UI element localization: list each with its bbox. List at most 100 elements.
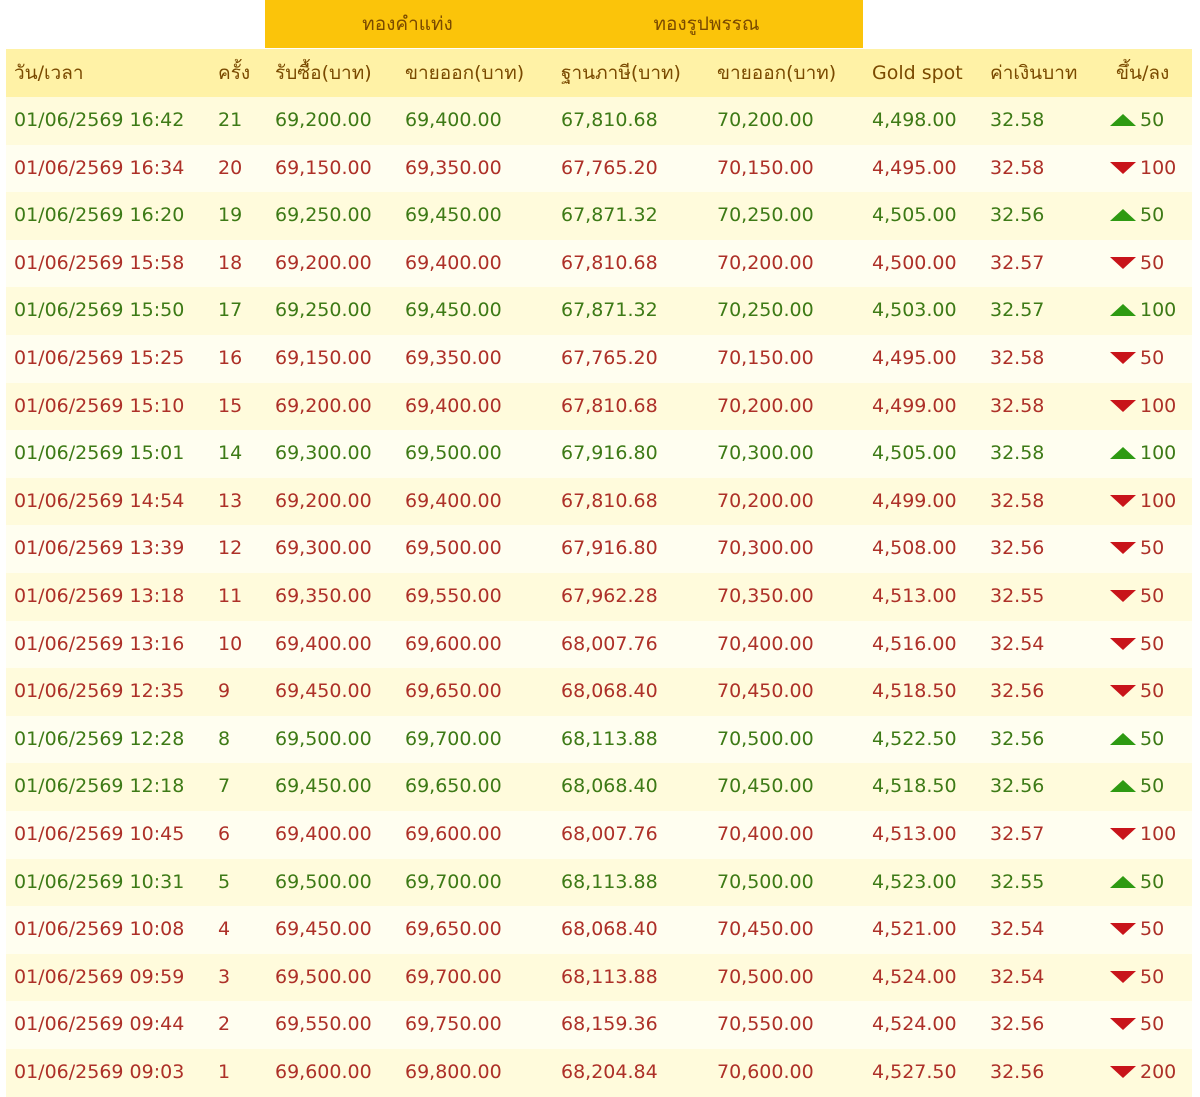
- table-cell: 69,350.00: [405, 347, 502, 369]
- table-cell: 100: [1140, 442, 1177, 465]
- triangle: [1110, 1018, 1136, 1031]
- triangle: [1110, 447, 1136, 460]
- column-header: ขายออก(บาท): [405, 62, 525, 84]
- table-cell: 4,495.00: [872, 347, 957, 369]
- table-cell: 69,350.00: [275, 585, 372, 607]
- table-cell: 10: [218, 632, 243, 655]
- table-cell: 32.58: [990, 156, 1045, 179]
- table-cell: 32.54: [990, 918, 1045, 941]
- table-cell: 69,650.00: [405, 680, 502, 703]
- table-cell: 01/06/2569 09:03: [14, 1061, 185, 1083]
- table-cell: 4,500.00: [872, 251, 957, 274]
- table-cell: 4,524.00: [872, 1013, 957, 1036]
- group-header: ทองรูปพรรณ: [550, 0, 863, 48]
- table-cell: 50: [1140, 537, 1165, 560]
- table-cell: 01/06/2569 09:59: [14, 965, 185, 988]
- table-cell: 01/06/2569 12:18: [14, 775, 185, 798]
- table-cell: 67,810.68: [561, 394, 658, 417]
- table-cell: 32.57: [990, 823, 1045, 845]
- table-cell: 01/06/2569 15:50: [14, 299, 185, 322]
- table-cell: 69,450.00: [275, 775, 372, 798]
- table-cell: 2: [218, 1013, 231, 1036]
- table-cell: 100: [1140, 394, 1177, 417]
- table-cell: 69,250.00: [275, 299, 372, 322]
- arrow-up: [1110, 780, 1136, 793]
- table-cell: 67,765.20: [561, 156, 658, 179]
- table-cell: 50: [1140, 1013, 1165, 1036]
- table-cell: 100: [1140, 489, 1177, 512]
- table-cell: 50: [1140, 775, 1165, 798]
- table-cell: 32.54: [990, 632, 1045, 655]
- table-cell: 70,500.00: [717, 727, 814, 750]
- table-cell: 67,765.20: [561, 347, 658, 369]
- table-cell: 4,524.00: [872, 965, 957, 988]
- table-row: 01/06/2569 15:50 17 69,250.00 69,450.00 67,8…: [6, 287, 1192, 335]
- table-cell: 4,508.00: [872, 537, 957, 560]
- column-header: ค่าเงินบาท: [990, 62, 1078, 84]
- table-cell: 01/06/2569 15:10: [14, 394, 185, 417]
- arrow-down: [1110, 494, 1136, 507]
- table-cell: 32.56: [990, 727, 1045, 750]
- triangle: [1110, 161, 1136, 174]
- table-cell: 14: [218, 442, 243, 465]
- table-cell: 68,113.88: [561, 727, 658, 750]
- table-cell: 69,650.00: [405, 918, 502, 941]
- table-row: 01/06/2569 12:28 8 69,500.00 69,700.00 68,11…: [6, 715, 1192, 764]
- arrow-down: [1110, 1066, 1136, 1078]
- table-cell: 01/06/2569 13:16: [14, 632, 185, 655]
- table-cell: 01/06/2569 12:35: [14, 680, 185, 703]
- table-cell: 01/06/2569 16:42: [14, 109, 185, 131]
- table-cell: 01/06/2569 15:58: [14, 251, 185, 274]
- table-cell: 67,810.68: [561, 109, 658, 131]
- triangle: [1110, 637, 1136, 650]
- table-cell: 69,200.00: [275, 489, 372, 512]
- table-row: 01/06/2569 16:42 21 69,200.00 69,400.00 67,8…: [6, 97, 1192, 145]
- table-row: 01/06/2569 16:20 19 69,250.00 69,450.00 67,8…: [6, 192, 1192, 240]
- table-cell: 32.58: [990, 347, 1045, 369]
- table-row: 01/06/2569 12:18 7 69,450.00 69,650.00 68,06…: [6, 763, 1192, 811]
- triangle: [1110, 542, 1136, 555]
- column-header: ฐานภาษี(บาท): [561, 62, 681, 84]
- table-cell: 69,600.00: [275, 1061, 372, 1083]
- table-row: 01/06/2569 10:08 4 69,450.00 69,650.00 68,06…: [6, 906, 1192, 954]
- table-cell: 01/06/2569 10:45: [14, 823, 185, 845]
- triangle: [1110, 256, 1136, 269]
- table-cell: 50: [1140, 680, 1165, 703]
- table-cell: 4,513.00: [872, 823, 957, 845]
- table-cell: 69,500.00: [275, 965, 372, 988]
- column-header: Gold spot: [872, 62, 963, 84]
- table-cell: 32.58: [990, 442, 1045, 465]
- table-cell: 69,750.00: [405, 1013, 502, 1036]
- table-cell: 19: [218, 204, 243, 227]
- table-cell: 69,250.00: [275, 204, 372, 227]
- table-cell: 200: [1140, 1061, 1177, 1083]
- arrow-down: [1110, 256, 1136, 269]
- table-row: 01/06/2569 16:34 20 69,150.00 69,350.00 67,7…: [6, 144, 1192, 193]
- table-cell: 4,495.00: [872, 156, 957, 179]
- table-cell: 5: [218, 870, 231, 893]
- table-row: 01/06/2569 12:35 9 69,450.00 69,650.00 68,06…: [6, 668, 1192, 716]
- table-cell: 4,522.50: [872, 727, 957, 750]
- table-cell: 32.56: [990, 775, 1045, 798]
- table-cell: 69,800.00: [405, 1061, 502, 1083]
- table-cell: 01/06/2569 16:34: [14, 156, 185, 179]
- table-cell: 50: [1140, 109, 1165, 131]
- arrow-up: [1110, 447, 1136, 460]
- table-cell: 68,068.40: [561, 680, 658, 703]
- table-cell: 70,300.00: [717, 537, 814, 560]
- table-cell: 69,550.00: [405, 585, 502, 607]
- table-cell: 17: [218, 299, 243, 322]
- table-cell: 70,150.00: [717, 347, 814, 369]
- triangle: [1110, 590, 1136, 602]
- table-cell: 32.55: [990, 585, 1045, 607]
- table-cell: 3: [218, 965, 231, 988]
- arrow-down: [1110, 352, 1136, 364]
- table-cell: 70,200.00: [717, 394, 814, 417]
- table-row: 01/06/2569 09:59 3 69,500.00 69,700.00 68,11…: [6, 953, 1192, 1002]
- table-cell: 69,400.00: [405, 109, 502, 131]
- triangle: [1110, 1066, 1136, 1078]
- table-cell: 4,499.00: [872, 394, 957, 417]
- table-cell: 01/06/2569 10:08: [14, 918, 185, 941]
- table-cell: 67,871.32: [561, 204, 658, 227]
- arrow-down: [1110, 970, 1136, 983]
